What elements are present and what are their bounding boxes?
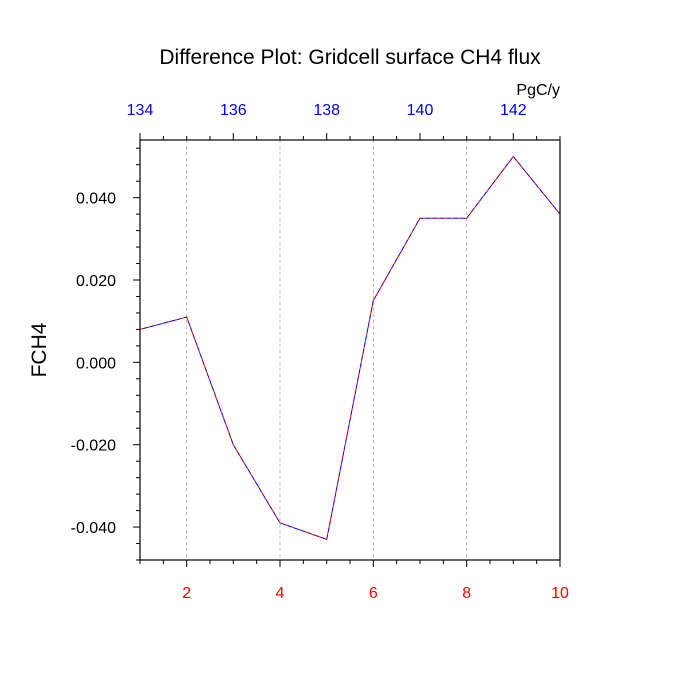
tick-labels: 2 4 6 8 10 134 136 138 140 142 0.040 0.020 0.000 -0.0… — [71, 102, 569, 602]
x-tick-label: 6 — [369, 585, 378, 602]
y-axis-label: FCH4 — [28, 322, 51, 377]
x-tick-label: 10 — [551, 585, 569, 602]
series-line-a — [139, 155, 561, 541]
series-lines — [139, 155, 561, 541]
top-tick-label: 140 — [407, 102, 434, 119]
top-tick-label: 134 — [127, 102, 154, 119]
x-tick-label: 4 — [276, 585, 285, 602]
grid-lines — [186, 140, 468, 560]
top-tick-label: 136 — [220, 102, 247, 119]
y-tick-label: -0.040 — [71, 520, 116, 537]
y-tick-label: 0.000 — [76, 355, 116, 372]
y-tick-label: 0.020 — [76, 273, 116, 290]
plot-frame — [139, 139, 561, 561]
y-tick-label: -0.020 — [71, 438, 116, 455]
units-label: PgC/y — [516, 82, 560, 99]
series-line-b — [139, 155, 561, 541]
chart-title: Difference Plot: Gridcell surface CH4 fl… — [159, 46, 541, 69]
axis-ticks — [133, 133, 561, 567]
top-tick-label: 138 — [313, 102, 340, 119]
top-tick-label: 142 — [500, 102, 527, 119]
x-tick-label: 2 — [182, 585, 191, 602]
y-tick-label: 0.040 — [76, 191, 116, 208]
x-tick-label: 8 — [462, 585, 471, 602]
